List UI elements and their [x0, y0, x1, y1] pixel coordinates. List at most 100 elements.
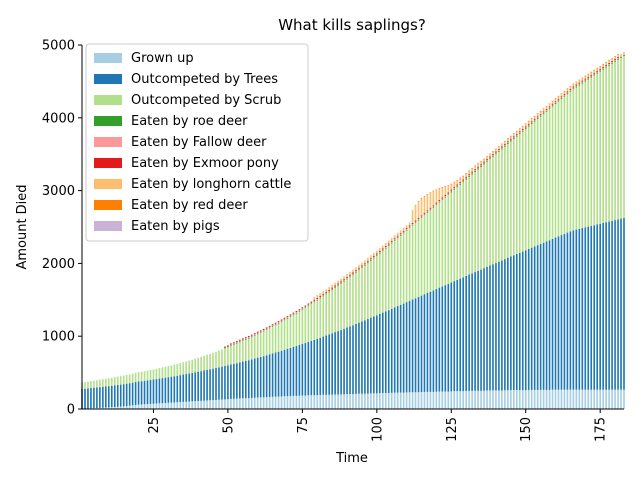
- bar-eaten-by-fallow-deer-122: [441, 198, 444, 200]
- bar-eaten-by-roe-deer-108: [399, 235, 402, 236]
- bar-eaten-by-fallow-deer-82: [322, 294, 325, 296]
- bar-eaten-by-fallow-deer-148: [518, 132, 521, 134]
- bar-eaten-by-longhorn-cattle-131: [468, 171, 470, 175]
- bar-eaten-by-exmoor-pony-120: [435, 202, 438, 204]
- legend-entry: Eaten by longhorn cattle: [131, 177, 291, 192]
- bar-outcompeted-by-trees-4: [90, 388, 92, 409]
- bar-outcompeted-by-trees-48: [221, 366, 223, 400]
- bar-outcompeted-by-scrub-98: [370, 260, 372, 318]
- bar-eaten-by-longhorn-cattle-149: [521, 126, 524, 129]
- bar-eaten-by-fallow-deer-59: [253, 334, 256, 335]
- bar-eaten-by-roe-deer-103: [384, 247, 387, 249]
- bar-outcompeted-by-scrub-116: [423, 215, 426, 295]
- bar-grown-up-172: [590, 389, 593, 409]
- bar-eaten-by-fallow-deer-165: [569, 89, 572, 91]
- bar-outcompeted-by-trees-146: [512, 255, 515, 391]
- bar-outcompeted-by-scrub-152: [530, 124, 533, 248]
- bar-eaten-by-fallow-deer-66: [274, 323, 277, 325]
- bar-grown-up-146: [512, 390, 515, 409]
- bar-outcompeted-by-scrub-79: [313, 302, 316, 340]
- bar-eaten-by-fallow-deer-52: [233, 343, 235, 345]
- bar-eaten-by-red-deer-124: [447, 185, 450, 186]
- bar-outcompeted-by-scrub-179: [611, 63, 613, 221]
- bar-outcompeted-by-scrub-158: [548, 109, 551, 241]
- bar-eaten-by-red-deer-140: [495, 148, 497, 150]
- bar-outcompeted-by-trees-154: [536, 245, 539, 390]
- bar-outcompeted-by-trees-150: [524, 250, 527, 391]
- bar-eaten-by-red-deer-167: [575, 81, 578, 83]
- bar-eaten-by-exmoor-pony-181: [617, 57, 619, 59]
- bar-eaten-by-exmoor-pony-115: [420, 215, 423, 217]
- bar-grown-up-17: [128, 405, 131, 409]
- bar-eaten-by-red-deer-115: [420, 197, 423, 199]
- bar-outcompeted-by-trees-80: [316, 338, 319, 396]
- bar-outcompeted-by-trees-43: [206, 369, 208, 401]
- bar-eaten-by-exmoor-pony-123: [444, 194, 447, 197]
- bar-eaten-by-roe-deer-160: [554, 103, 557, 105]
- bar-grown-up-54: [239, 398, 241, 409]
- bar-eaten-by-roe-deer-104: [387, 245, 390, 246]
- bar-eaten-by-red-deer-117: [426, 194, 429, 195]
- bar-eaten-by-red-deer-163: [563, 90, 566, 92]
- bar-outcompeted-by-scrub-108: [399, 235, 402, 305]
- bar-eaten-by-red-deer-159: [551, 100, 554, 102]
- bar-eaten-by-exmoor-pony-53: [236, 341, 238, 343]
- bar-eaten-by-longhorn-cattle-85: [331, 284, 333, 288]
- bar-eaten-by-fallow-deer-54: [239, 340, 241, 342]
- bar-outcompeted-by-scrub-64: [268, 328, 271, 355]
- bar-outcompeted-by-scrub-72: [292, 315, 295, 347]
- bar-grown-up-64: [268, 396, 271, 409]
- legend-entry: Eaten by roe deer: [131, 114, 248, 129]
- bar-grown-up-65: [271, 396, 274, 409]
- legend-swatch: [94, 200, 122, 210]
- bar-outcompeted-by-trees-159: [551, 238, 554, 390]
- y-tick-label: 4000: [42, 111, 75, 126]
- bar-eaten-by-longhorn-cattle-84: [328, 286, 330, 290]
- bar-eaten-by-exmoor-pony-83: [325, 291, 328, 293]
- bar-eaten-by-red-deer-180: [614, 56, 616, 57]
- bar-outcompeted-by-scrub-151: [527, 126, 530, 249]
- bar-grown-up-75: [301, 395, 304, 409]
- bar-grown-up-152: [530, 389, 533, 409]
- bar-outcompeted-by-scrub-175: [599, 71, 601, 224]
- bar-outcompeted-by-trees-114: [417, 297, 420, 393]
- bar-eaten-by-roe-deer-179: [611, 62, 613, 64]
- bar-outcompeted-by-scrub-34: [179, 363, 182, 376]
- bar-outcompeted-by-trees-59: [253, 358, 256, 398]
- bar-outcompeted-by-trees-105: [390, 308, 393, 393]
- bar-eaten-by-exmoor-pony-174: [596, 70, 599, 72]
- bar-eaten-by-longhorn-cattle-183: [623, 51, 625, 55]
- bar-outcompeted-by-trees-75: [301, 343, 304, 396]
- bar-grown-up-12: [113, 406, 116, 409]
- x-tick-label: 175: [594, 417, 609, 442]
- bar-outcompeted-by-scrub-91: [349, 277, 351, 327]
- bar-eaten-by-longhorn-cattle-148: [518, 129, 521, 132]
- bar-outcompeted-by-scrub-65: [271, 326, 274, 354]
- bar-eaten-by-red-deer-154: [536, 113, 539, 115]
- y-tick-label: 1000: [42, 330, 75, 345]
- bar-eaten-by-red-deer-132: [471, 167, 473, 169]
- bar-eaten-by-fallow-deer-60: [256, 332, 259, 334]
- bar-grown-up-170: [584, 389, 587, 409]
- bar-grown-up-121: [438, 391, 441, 409]
- bar-eaten-by-exmoor-pony-173: [593, 72, 596, 74]
- bar-eaten-by-fallow-deer-157: [545, 109, 548, 111]
- bar-outcompeted-by-trees-102: [381, 312, 384, 393]
- bar-eaten-by-fallow-deer-168: [578, 83, 581, 85]
- bar-eaten-by-roe-deer-180: [614, 60, 616, 62]
- bar-outcompeted-by-scrub-128: [459, 184, 462, 279]
- bar-outcompeted-by-trees-163: [563, 233, 566, 390]
- bar-outcompeted-by-scrub-57: [247, 338, 250, 361]
- bar-outcompeted-by-scrub-97: [367, 263, 369, 320]
- bar-eaten-by-exmoor-pony-177: [605, 64, 607, 66]
- bar-eaten-by-longhorn-cattle-97: [367, 257, 369, 261]
- bar-eaten-by-longhorn-cattle-154: [536, 114, 539, 117]
- bar-eaten-by-fallow-deer-77: [307, 304, 310, 306]
- bar-outcompeted-by-trees-136: [483, 268, 485, 391]
- bar-eaten-by-fallow-deer-64: [268, 326, 271, 328]
- bar-outcompeted-by-trees-122: [441, 286, 444, 392]
- bar-eaten-by-exmoor-pony-130: [465, 176, 467, 178]
- bar-outcompeted-by-trees-108: [399, 304, 402, 393]
- bar-eaten-by-longhorn-cattle-127: [456, 180, 459, 185]
- bar-grown-up-20: [137, 404, 140, 409]
